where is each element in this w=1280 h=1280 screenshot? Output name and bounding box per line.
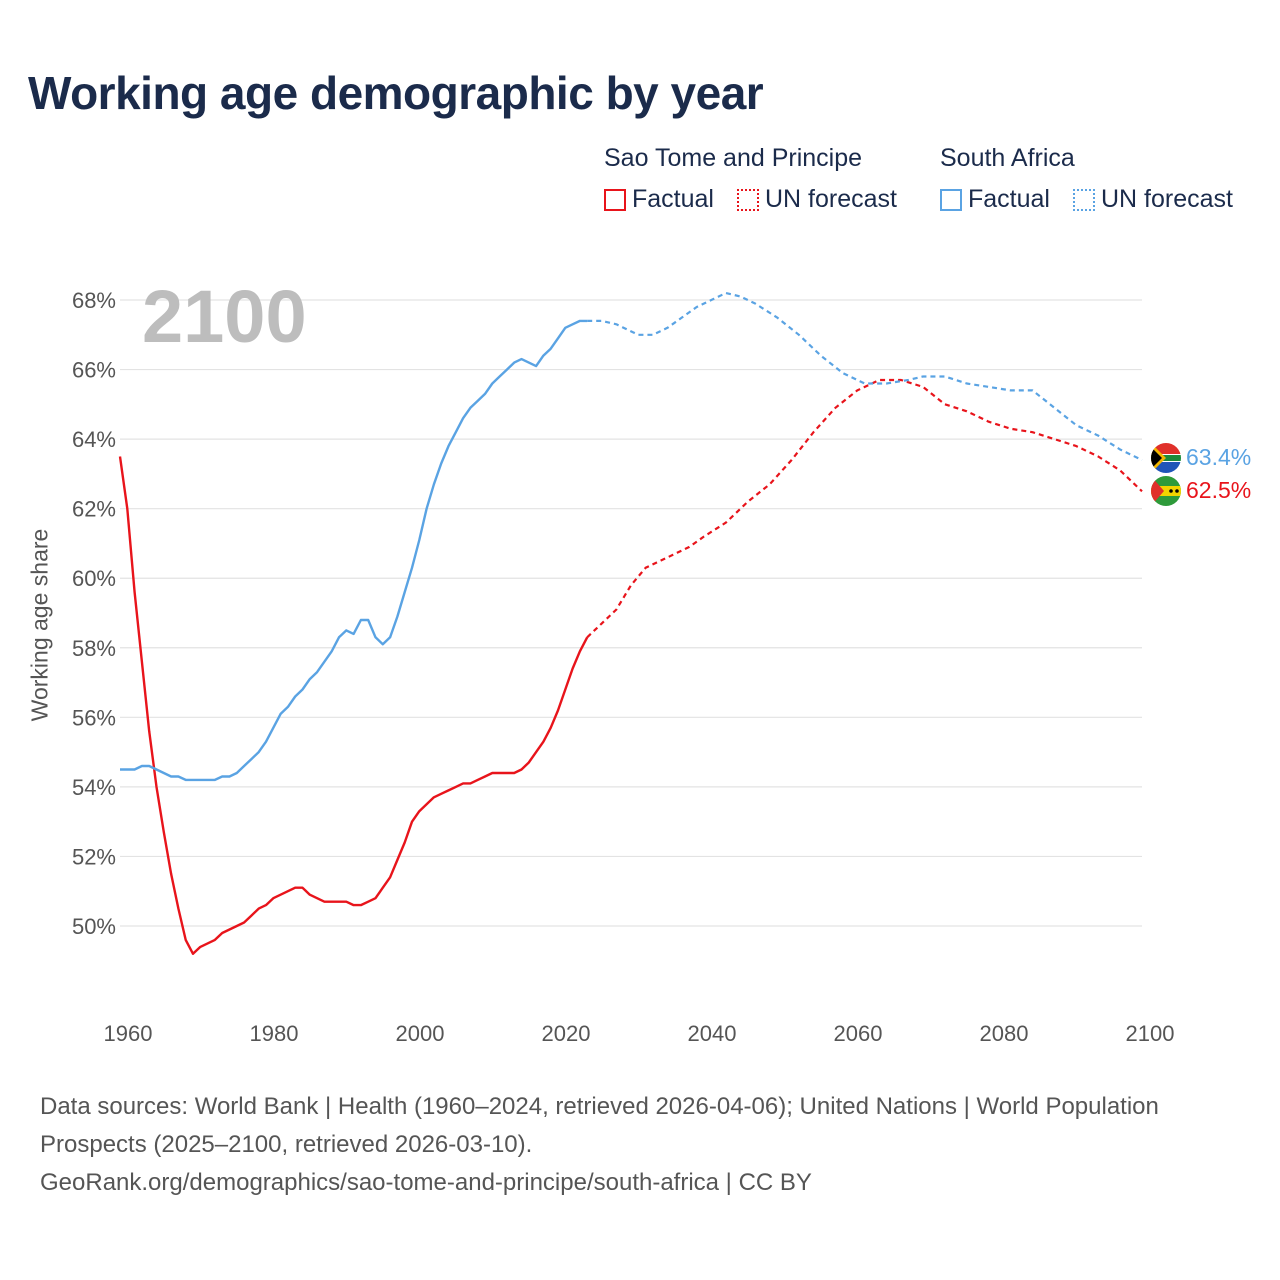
legend-group-stp: Sao Tome and Principe <box>604 144 863 172</box>
x-tick-label: 2020 <box>542 1021 591 1046</box>
legend-item-stp-forecast[interactable]: UN forecast <box>737 185 897 214</box>
legend-label: UN forecast <box>1101 185 1233 213</box>
footer-link[interactable]: GeoRank.org/demographics/sao-tome-and-pr… <box>40 1169 812 1196</box>
y-tick-label: 54% <box>72 775 116 800</box>
x-tick-label: 2080 <box>980 1021 1029 1046</box>
x-tick-label: 2060 <box>834 1021 883 1046</box>
series-lines <box>118 291 1143 955</box>
footer: Data sources: World Bank | Health (1960–… <box>40 1088 1250 1202</box>
end-label-stp: 62.5% <box>1186 477 1251 503</box>
y-tick-label: 60% <box>72 566 116 591</box>
legend-label: Factual <box>968 185 1050 213</box>
year-watermark: 2100 <box>142 275 307 358</box>
y-tick-label: 68% <box>72 288 116 313</box>
y-tick-label: 62% <box>72 497 116 522</box>
series-line-za-factual <box>120 319 588 782</box>
flag-south-africa-icon <box>1151 443 1181 473</box>
y-tick-label: 56% <box>72 705 116 730</box>
y-tick-label: 64% <box>72 427 116 452</box>
legend-label: UN forecast <box>765 185 897 213</box>
legend-swatch-solid-icon <box>940 188 962 211</box>
end-label-za: 63.4% <box>1186 444 1251 470</box>
y-ticks: 50% 52% 54% 56% 58% 60% 62% 64% 66% 68% <box>72 288 116 939</box>
y-tick-label: 66% <box>72 358 116 383</box>
y-tick-label: 58% <box>72 636 116 661</box>
grid <box>120 299 1142 927</box>
x-tick-label: 1960 <box>104 1021 153 1046</box>
legend-label: Factual <box>632 185 714 213</box>
footer-sources: Data sources: World Bank | Health (1960–… <box>40 1093 1159 1158</box>
line-chart: 50% 52% 54% 56% 58% 60% 62% 64% 66% 68% 1960 1980 2… <box>72 275 1251 1046</box>
y-tick-label: 52% <box>72 844 116 869</box>
x-tick-label: 2040 <box>688 1021 737 1046</box>
legend-item-stp-factual[interactable]: Factual <box>604 185 714 214</box>
x-tick-label: 2000 <box>396 1021 445 1046</box>
y-tick-label: 50% <box>72 914 116 939</box>
legend-item-za-forecast[interactable]: UN forecast <box>1073 185 1233 214</box>
legend-swatch-solid-icon <box>604 188 626 211</box>
legend-swatch-dotted-icon <box>737 188 759 211</box>
x-tick-label: 2100 <box>1126 1021 1175 1046</box>
series-line-za-forecast <box>587 291 1143 461</box>
x-ticks: 1960 1980 2000 2020 2040 2060 2080 2100 <box>104 1021 1175 1046</box>
flag-sao-tome-and-principe-icon <box>1151 476 1181 506</box>
series-line-stp-factual <box>118 456 589 955</box>
chart-title: Working age demographic by year <box>28 67 764 119</box>
series-line-stp-forecast <box>586 378 1143 639</box>
legend-swatch-dotted-icon <box>1073 188 1095 211</box>
x-tick-label: 1980 <box>250 1021 299 1046</box>
legend-group-za: South Africa <box>940 144 1075 172</box>
legend-item-za-factual[interactable]: Factual <box>940 185 1050 214</box>
